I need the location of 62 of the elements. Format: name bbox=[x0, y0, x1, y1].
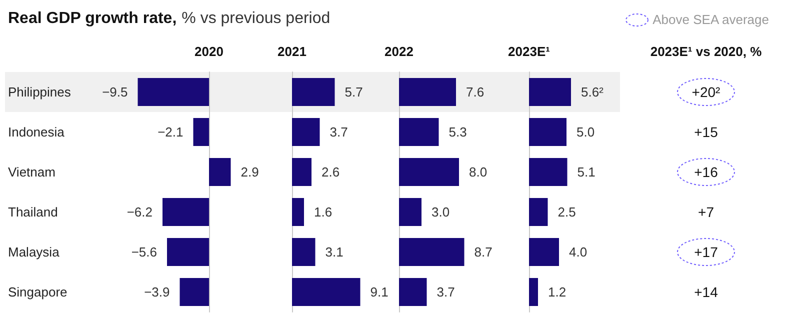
data-label: 5.1 bbox=[577, 164, 596, 180]
bar bbox=[399, 78, 456, 106]
data-label: 4.0 bbox=[569, 244, 588, 260]
bar bbox=[399, 238, 464, 266]
data-label: +15 bbox=[693, 123, 719, 141]
y-tick-label: Philippines bbox=[8, 84, 72, 100]
data-label: 5.0 bbox=[576, 124, 595, 140]
bar bbox=[292, 78, 335, 106]
data-label: 2.5 bbox=[558, 204, 576, 220]
data-label: 3.7 bbox=[436, 284, 455, 300]
data-label: 3.1 bbox=[325, 244, 344, 260]
bar bbox=[292, 158, 312, 186]
data-label: 5.3 bbox=[448, 124, 467, 140]
bar bbox=[529, 118, 566, 146]
y-tick-label: Singapore bbox=[8, 284, 68, 300]
bar bbox=[399, 118, 439, 146]
x-axis-title: 2021 bbox=[276, 44, 308, 59]
bar bbox=[529, 158, 568, 186]
text: Above SEA average bbox=[652, 12, 769, 27]
data-label: +16 bbox=[693, 163, 719, 181]
data-label: −2.1 bbox=[158, 124, 184, 140]
x-axis-title: 2022 bbox=[384, 44, 414, 59]
y-tick-label: Indonesia bbox=[8, 124, 66, 140]
data-label: 8.7 bbox=[474, 244, 492, 260]
data-label: 3.0 bbox=[432, 204, 450, 220]
data-label: 9.1 bbox=[370, 284, 388, 300]
data-label: −6.2 bbox=[126, 204, 152, 220]
chart-subtitle: % vs previous period bbox=[182, 10, 330, 27]
data-label: +7 bbox=[697, 203, 715, 221]
bar bbox=[292, 238, 316, 266]
x-axis-title: 2023E¹ bbox=[507, 44, 551, 59]
data-label: 2.6 bbox=[322, 164, 340, 180]
data-label: 5.6² bbox=[581, 84, 604, 100]
bar bbox=[292, 198, 304, 226]
y-tick-label: Malaysia bbox=[8, 244, 60, 260]
bar bbox=[529, 78, 571, 106]
text: 2023E¹ vs 2020, % bbox=[649, 44, 763, 59]
y-tick-label: Thailand bbox=[8, 204, 58, 220]
data-label: +17 bbox=[693, 243, 719, 261]
x-axis-title: 2020 bbox=[194, 44, 224, 59]
data-label: 8.0 bbox=[469, 164, 488, 180]
data-label: −9.5 bbox=[102, 84, 128, 100]
bar bbox=[292, 278, 360, 306]
bar bbox=[399, 198, 422, 226]
data-label: 2.9 bbox=[240, 164, 259, 180]
data-label: 7.6 bbox=[466, 84, 484, 100]
data-label: −3.9 bbox=[144, 284, 170, 300]
data-label: 3.7 bbox=[330, 124, 348, 140]
bar bbox=[399, 158, 459, 186]
bar bbox=[529, 278, 538, 306]
bar bbox=[529, 198, 548, 226]
data-label: +20² bbox=[690, 83, 722, 101]
data-label: +14 bbox=[693, 283, 719, 301]
y-tick-label: Vietnam bbox=[8, 164, 56, 180]
data-label: 5.7 bbox=[344, 84, 363, 100]
data-label: −5.6 bbox=[131, 244, 157, 260]
data-label: 1.2 bbox=[548, 284, 566, 300]
chart-title: Real GDP growth rate, bbox=[8, 10, 177, 27]
bar bbox=[292, 118, 320, 146]
data-label: 1.6 bbox=[314, 204, 332, 220]
bar bbox=[529, 238, 559, 266]
bar bbox=[399, 278, 427, 306]
